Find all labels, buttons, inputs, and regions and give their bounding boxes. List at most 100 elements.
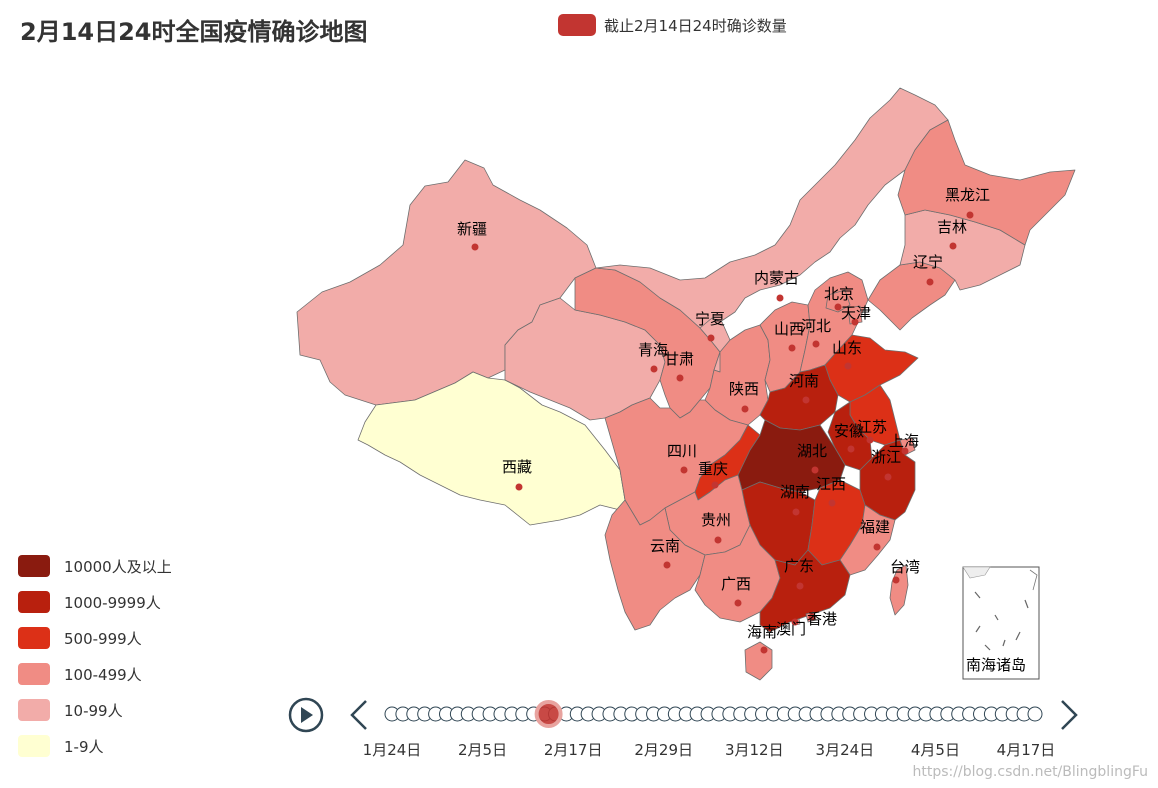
province-guangdong[interactable] — [759, 549, 851, 633]
timeline-current-handle[interactable] — [534, 700, 563, 728]
province-yunnan[interactable] — [604, 499, 706, 631]
marker-jilin — [949, 242, 957, 250]
timeline-labels: 1月24日 2月5日 2月17日 2月29日 3月12日 3月24日 4月5日 4月17日 — [363, 741, 1056, 759]
province-heilongjiang[interactable] — [897, 119, 1076, 246]
legend-label: 500-999人 — [64, 629, 142, 648]
label-shanxi: 山西 — [774, 320, 804, 338]
label-hainan: 海南 — [747, 623, 777, 641]
timeline-label: 4月5日 — [911, 741, 960, 759]
province-beijing[interactable] — [825, 289, 851, 313]
label-taiwan: 台湾 — [890, 558, 920, 576]
marker-zhejiang — [884, 473, 892, 481]
timeline-tick[interactable] — [1027, 706, 1043, 722]
label-hunan: 湖南 — [780, 483, 810, 501]
timeline-label: 2月5日 — [458, 741, 507, 759]
marker-shandong — [844, 362, 852, 370]
play-icon — [301, 707, 313, 723]
timeline-track[interactable] — [384, 700, 1043, 728]
marker-henan — [802, 396, 810, 404]
series-legend-swatch — [558, 14, 596, 36]
legend-item[interactable]: 1-9人 — [18, 728, 172, 764]
province-tianjin[interactable] — [847, 305, 863, 325]
label-heilongjiang: 黑龙江 — [945, 186, 990, 204]
legend-item[interactable]: 10-99人 — [18, 692, 172, 728]
label-yunnan: 云南 — [650, 537, 680, 555]
marker-gansu — [676, 374, 684, 382]
play-button[interactable] — [288, 697, 324, 733]
label-jiangxi: 江西 — [816, 475, 846, 493]
marker-sichuan — [680, 466, 688, 474]
marker-fujian — [873, 543, 881, 551]
marker-xizang — [515, 483, 523, 491]
marker-anhui — [847, 445, 855, 453]
marker-tianjin — [851, 318, 859, 326]
marker-guangdong — [796, 582, 804, 590]
timeline-label: 1月24日 — [363, 741, 422, 759]
next-button[interactable] — [1061, 700, 1078, 730]
label-anhui: 安徽 — [834, 422, 864, 440]
label-xizang: 西藏 — [502, 458, 532, 476]
legend-swatch — [18, 699, 50, 721]
label-gansu: 甘肃 — [664, 350, 694, 368]
label-qinghai: 青海 — [638, 341, 668, 359]
marker-shaanxi — [741, 405, 749, 413]
timeline-label: 3月24日 — [816, 741, 875, 759]
label-tianjin: 天津 — [841, 304, 871, 322]
marker-yunnan — [663, 561, 671, 569]
prev-button[interactable] — [350, 700, 367, 730]
marker-shanxi — [788, 344, 796, 352]
marker-beijing — [834, 303, 842, 311]
label-neimenggu: 内蒙古 — [754, 269, 799, 287]
marker-jiangxi — [828, 499, 836, 507]
label-hebei: 河北 — [801, 317, 831, 335]
label-shandong: 山东 — [832, 339, 862, 357]
marker-hebei — [812, 340, 820, 348]
marker-heilongjiang — [966, 211, 974, 219]
marker-guizhou — [714, 536, 722, 544]
label-zhejiang: 浙江 — [871, 448, 901, 466]
legend-swatch — [18, 735, 50, 757]
marker-hainan — [760, 646, 768, 654]
south-china-sea-inset: 南海诸岛 — [962, 566, 1040, 680]
legend-label: 1-9人 — [64, 737, 104, 756]
marker-ningxia — [707, 334, 715, 342]
marker-chongqing — [711, 481, 719, 489]
timeline-label: 2月29日 — [634, 741, 693, 759]
label-xinjiang: 新疆 — [457, 220, 487, 238]
legend-item[interactable]: 100-499人 — [18, 656, 172, 692]
marker-hubei — [811, 466, 819, 474]
chart-title: 2月14日24时全国疫情确诊地图 — [20, 18, 368, 46]
province-xizang[interactable] — [357, 371, 626, 526]
label-aomen: 澳门 — [776, 620, 806, 638]
label-xianggang: 香港 — [807, 610, 837, 628]
marker-liaoning — [926, 278, 934, 286]
marker-hunan — [792, 508, 800, 516]
series-legend-label: 截止2月14日24时确诊数量 — [604, 16, 787, 35]
legend-item[interactable]: 500-999人 — [18, 620, 172, 656]
label-chongqing: 重庆 — [698, 460, 728, 478]
label-jiangsu: 江苏 — [857, 418, 887, 436]
marker-neimenggu — [776, 294, 784, 302]
legend-swatch — [18, 555, 50, 577]
inset-label: 南海诸岛 — [966, 656, 1026, 674]
visual-map-legend: 10000人及以上 1000-9999人 500-999人 100-499人 10-99… — [18, 548, 172, 764]
label-shanghai: 上海 — [889, 432, 919, 450]
legend-item[interactable]: 10000人及以上 — [18, 548, 172, 584]
label-sichuan: 四川 — [667, 442, 697, 460]
legend-swatch — [18, 591, 50, 613]
watermark: https://blog.csdn.net/BlingblingFu — [912, 764, 1148, 780]
label-hubei: 湖北 — [797, 442, 827, 460]
label-shaanxi: 陕西 — [729, 380, 759, 398]
legend-label: 10-99人 — [64, 701, 123, 720]
label-guangdong: 广东 — [784, 557, 814, 575]
legend-swatch — [18, 627, 50, 649]
legend-label: 10000人及以上 — [64, 557, 172, 576]
series-legend[interactable]: 截止2月14日24时确诊数量 — [558, 14, 787, 36]
province-fujian[interactable] — [839, 504, 896, 576]
legend-item[interactable]: 1000-9999人 — [18, 584, 172, 620]
marker-qinghai — [650, 365, 658, 373]
label-henan: 河南 — [789, 372, 819, 390]
label-beijing: 北京 — [824, 285, 854, 303]
legend-swatch — [18, 663, 50, 685]
marker-taiwan — [892, 576, 900, 584]
